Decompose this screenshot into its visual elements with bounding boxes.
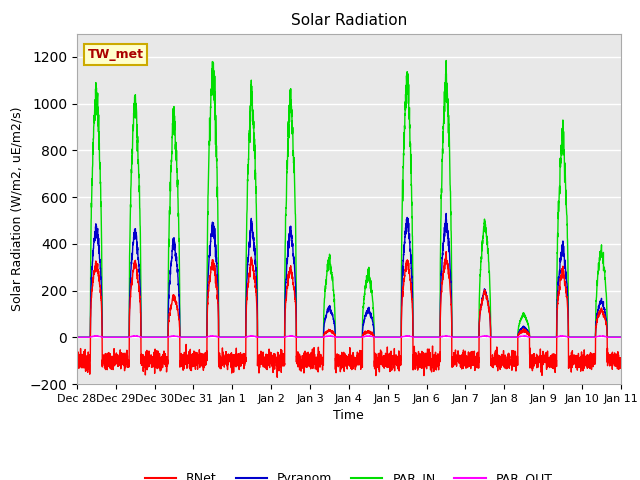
PAR_OUT (429, 335, 437, 340)
Pyranom (147, 335, 155, 340)
Line: PAR_IN: PAR_IN (77, 60, 621, 337)
Pyranom (611, 335, 618, 340)
PAR_IN (73, 335, 81, 340)
RNet (360, 330, 368, 336)
PAR_OUT (512, 335, 520, 340)
RNet (273, 374, 281, 380)
RNet (147, 352, 155, 358)
PAR_OUT (617, 335, 625, 340)
Text: TW_met: TW_met (88, 48, 144, 61)
Pyranom (429, 335, 437, 340)
Pyranom (442, 211, 450, 216)
PAR_IN (442, 58, 450, 63)
Y-axis label: Solar Radiation (W/m2, uE/m2/s): Solar Radiation (W/m2, uE/m2/s) (11, 107, 24, 311)
Title: Solar Radiation: Solar Radiation (291, 13, 407, 28)
PAR_OUT (611, 335, 618, 340)
PAR_OUT (417, 335, 425, 340)
PAR_OUT (360, 334, 368, 339)
Pyranom (360, 317, 368, 323)
Line: Pyranom: Pyranom (77, 214, 621, 337)
RNet (417, 356, 425, 362)
Legend: RNet, Pyranom, PAR_IN, PAR_OUT: RNet, Pyranom, PAR_IN, PAR_OUT (140, 468, 557, 480)
Pyranom (73, 335, 81, 340)
PAR_IN (617, 335, 625, 340)
PAR_OUT (403, 333, 411, 339)
RNet (73, 364, 81, 370)
PAR_IN (147, 335, 155, 340)
Pyranom (417, 335, 424, 340)
X-axis label: Time: Time (333, 409, 364, 422)
PAR_IN (360, 293, 368, 299)
Line: RNet: RNet (77, 252, 621, 377)
RNet (611, 356, 618, 362)
PAR_IN (512, 335, 520, 340)
RNet (512, 357, 520, 363)
PAR_IN (611, 335, 618, 340)
PAR_IN (417, 335, 424, 340)
PAR_OUT (73, 335, 81, 340)
Line: PAR_OUT: PAR_OUT (77, 336, 621, 337)
RNet (617, 362, 625, 368)
Pyranom (512, 335, 520, 340)
PAR_IN (429, 335, 437, 340)
RNet (442, 249, 450, 254)
PAR_OUT (147, 335, 155, 340)
Pyranom (617, 335, 625, 340)
RNet (429, 355, 437, 360)
